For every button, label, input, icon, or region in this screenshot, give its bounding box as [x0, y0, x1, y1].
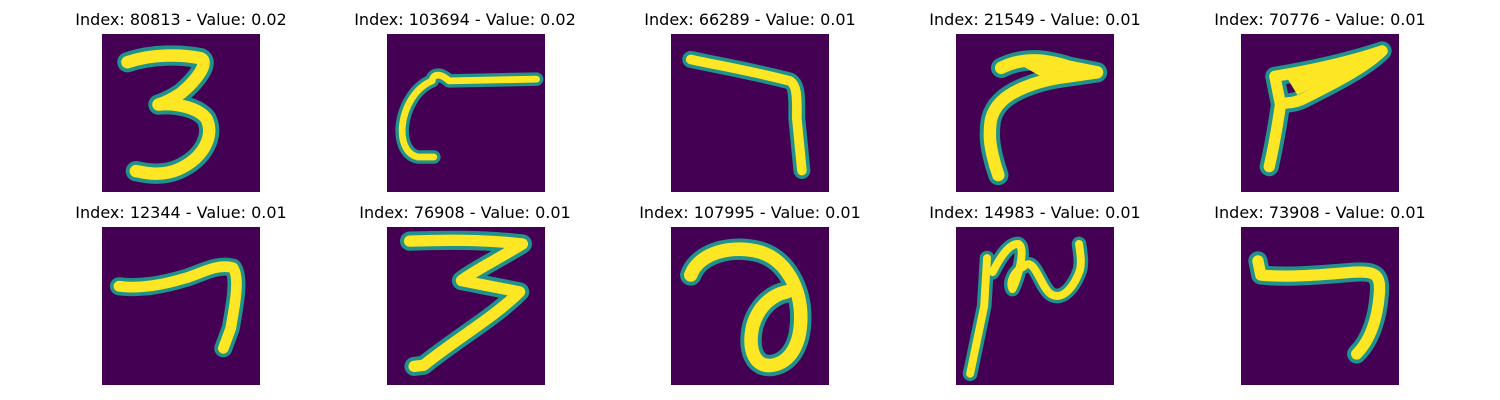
panel-title: Index: 80813 - Value: 0.02	[75, 10, 287, 29]
digit-7-slanted-glyph	[1259, 41, 1392, 177]
panel-title: Index: 76908 - Value: 0.01	[359, 203, 571, 222]
panel-title: Index: 14983 - Value: 0.01	[929, 203, 1141, 222]
digit-image	[102, 227, 260, 385]
digit-image	[102, 34, 260, 192]
panel-6: Index: 12344 - Value: 0.01	[31, 193, 331, 385]
digit-image	[387, 34, 545, 192]
panel-1: Index: 80813 - Value: 0.02	[31, 0, 331, 192]
panel-10: Index: 73908 - Value: 0.01	[1170, 193, 1470, 385]
digit-7-curved-glyph	[979, 50, 1108, 186]
panel-8: Index: 107995 - Value: 0.01	[600, 193, 900, 385]
panel-title: Index: 73908 - Value: 0.01	[1214, 203, 1426, 222]
panel-title: Index: 21549 - Value: 0.01	[929, 10, 1141, 29]
panel-9: Index: 14983 - Value: 0.01	[885, 193, 1185, 385]
digit-3-glyph	[117, 45, 220, 184]
digit-squiggle-glyph	[962, 236, 1089, 382]
digit-image	[956, 34, 1114, 192]
panel-title: Index: 12344 - Value: 0.01	[75, 203, 287, 222]
digit-image	[956, 227, 1114, 385]
digit-3-sharp-glyph	[399, 230, 533, 376]
panel-title: Index: 103694 - Value: 0.02	[354, 10, 576, 29]
panel-5: Index: 70776 - Value: 0.01	[1170, 0, 1470, 192]
digit-image	[387, 227, 545, 385]
panel-title: Index: 107995 - Value: 0.01	[639, 203, 861, 222]
panel-4: Index: 21549 - Value: 0.01	[885, 0, 1185, 192]
digit-7-angle-glyph	[682, 50, 811, 180]
digit-image	[1241, 34, 1399, 192]
panel-3: Index: 66289 - Value: 0.01	[600, 0, 900, 192]
digit-image	[671, 34, 829, 192]
digit-image	[1241, 227, 1399, 385]
digit-hook-glyph	[395, 68, 544, 164]
digit-a-loop-glyph	[680, 238, 812, 377]
panel-2: Index: 103694 - Value: 0.02	[315, 0, 615, 192]
panel-title: Index: 66289 - Value: 0.01	[644, 10, 856, 29]
digit-image	[671, 227, 829, 385]
digit-7-glyph	[109, 257, 246, 358]
panel-7: Index: 76908 - Value: 0.01	[315, 193, 615, 385]
panel-title: Index: 70776 - Value: 0.01	[1214, 10, 1426, 29]
digit-7-short-glyph	[1248, 251, 1390, 364]
